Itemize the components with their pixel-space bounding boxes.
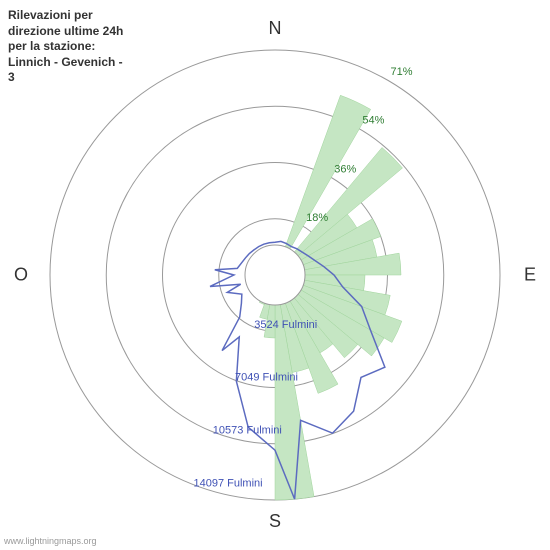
svg-text:54%: 54% [362, 115, 384, 127]
svg-text:14097 Fulmini: 14097 Fulmini [193, 477, 262, 489]
svg-text:10573 Fulmini: 10573 Fulmini [213, 425, 282, 437]
cardinal-s: S [269, 511, 281, 532]
cardinal-o: O [14, 265, 28, 286]
svg-text:3524 Fulmini: 3524 Fulmini [254, 319, 317, 331]
svg-text:71%: 71% [391, 66, 413, 78]
cardinal-n: N [269, 18, 282, 39]
svg-text:18%: 18% [306, 212, 328, 224]
svg-text:36%: 36% [334, 163, 356, 175]
polar-chart: 18% 36% 54% 71% 3524 Fulmini 7049 Fulmini 105… [0, 0, 550, 550]
cardinal-e: E [524, 265, 536, 286]
svg-text:7049 Fulmini: 7049 Fulmini [235, 372, 298, 384]
footer-attribution: www.lightningmaps.org [4, 536, 97, 546]
